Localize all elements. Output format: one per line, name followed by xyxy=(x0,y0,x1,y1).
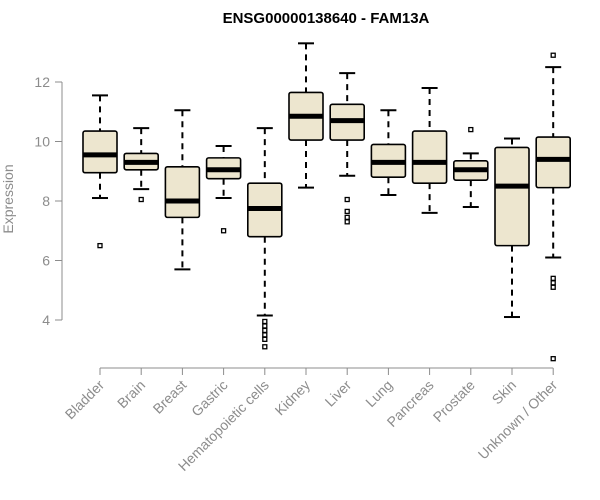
y-tick-label: 6 xyxy=(42,253,50,269)
chart-title: ENSG00000138640 - FAM13A xyxy=(223,10,430,27)
outlier-point xyxy=(550,284,556,290)
outlier-point xyxy=(344,219,350,225)
y-tick-label: 10 xyxy=(34,134,50,150)
outlier-point xyxy=(550,280,556,286)
outlier-point xyxy=(262,323,268,329)
iqr-box xyxy=(535,136,572,189)
iqr-box xyxy=(411,130,448,184)
y-tick-label: 4 xyxy=(42,312,50,328)
box-breast xyxy=(164,109,201,271)
x-tick-label: Bladder xyxy=(62,377,108,423)
y-tick-label: 8 xyxy=(42,193,50,209)
box-unknown-other xyxy=(535,52,572,362)
x-tick-label: Kidney xyxy=(272,377,314,419)
outlier-point xyxy=(220,228,227,234)
outlier-point xyxy=(262,332,268,338)
box-bladder xyxy=(82,94,118,249)
x-tick-label: Breast xyxy=(150,377,190,417)
outlier-point xyxy=(262,336,268,342)
box-lung xyxy=(370,109,407,197)
y-tick-label: 12 xyxy=(34,74,50,90)
outlier-point xyxy=(262,318,268,325)
x-tick-label: Brain xyxy=(114,377,148,411)
iqr-box xyxy=(82,130,118,174)
x-tick-label: Lung xyxy=(362,377,395,410)
iqr-box xyxy=(164,165,201,219)
x-tick-label: Prostate xyxy=(430,377,478,425)
boxplot-series xyxy=(82,42,572,362)
outlier-point xyxy=(550,275,556,282)
outlier-point xyxy=(262,327,268,334)
box-prostate xyxy=(452,126,489,208)
outlier-point xyxy=(344,208,350,215)
y-axis-label: Expression xyxy=(0,164,16,233)
iqr-box xyxy=(494,146,530,247)
box-gastric xyxy=(205,144,242,234)
outlier-point xyxy=(550,52,556,58)
outlier-point xyxy=(97,242,103,249)
outlier-point xyxy=(138,196,144,203)
outlier-point xyxy=(468,126,474,133)
box-pancreas xyxy=(411,86,448,214)
x-tick-label: Liver xyxy=(322,377,355,410)
outlier-point xyxy=(344,196,350,203)
outlier-point xyxy=(344,214,350,221)
outlier-point xyxy=(262,344,268,350)
box-kidney xyxy=(288,42,324,189)
box-liver xyxy=(329,72,366,225)
x-tick-label: Skin xyxy=(489,377,520,408)
box-brain xyxy=(123,127,159,203)
outlier-point xyxy=(550,356,556,362)
box-skin xyxy=(494,137,530,319)
y-axis: 4 6 8 10 12 xyxy=(34,74,63,328)
box-hematopoietic-cells xyxy=(247,127,283,350)
